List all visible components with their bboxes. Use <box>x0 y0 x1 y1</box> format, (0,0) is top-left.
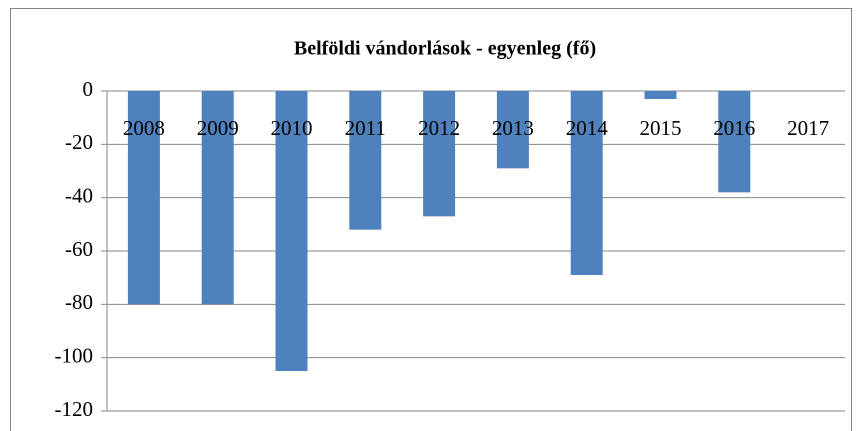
bar <box>275 91 308 371</box>
y-tick-label: -100 <box>55 343 94 367</box>
bar <box>127 91 160 305</box>
bar <box>496 91 529 169</box>
y-tick-label: -40 <box>65 183 93 207</box>
x-tick-label: 2015 <box>640 116 682 140</box>
bar <box>349 91 382 230</box>
x-tick-label: 2008 <box>123 116 165 140</box>
y-tick-label: -60 <box>65 237 93 261</box>
x-tick-label: 2011 <box>345 116 386 140</box>
y-tick-label: -120 <box>55 397 94 421</box>
chart-title: Belföldi vándorlások - egyenleg (fő) <box>294 38 596 60</box>
x-tick-label: 2010 <box>271 116 313 140</box>
y-tick-label: -80 <box>65 290 93 314</box>
bar <box>570 91 603 275</box>
bar <box>718 91 751 193</box>
bar <box>423 91 456 217</box>
x-tick-label: 2017 <box>787 116 829 140</box>
x-tick-label: 2009 <box>197 116 239 140</box>
x-tick-label: 2012 <box>418 116 460 140</box>
bar <box>644 91 677 99</box>
x-tick-label: 2014 <box>566 116 609 140</box>
bar <box>201 91 234 305</box>
y-tick-label: 0 <box>83 77 94 101</box>
x-tick-label: 2013 <box>492 116 534 140</box>
x-tick-label: 2016 <box>713 116 755 140</box>
y-tick-label: -20 <box>65 130 93 154</box>
